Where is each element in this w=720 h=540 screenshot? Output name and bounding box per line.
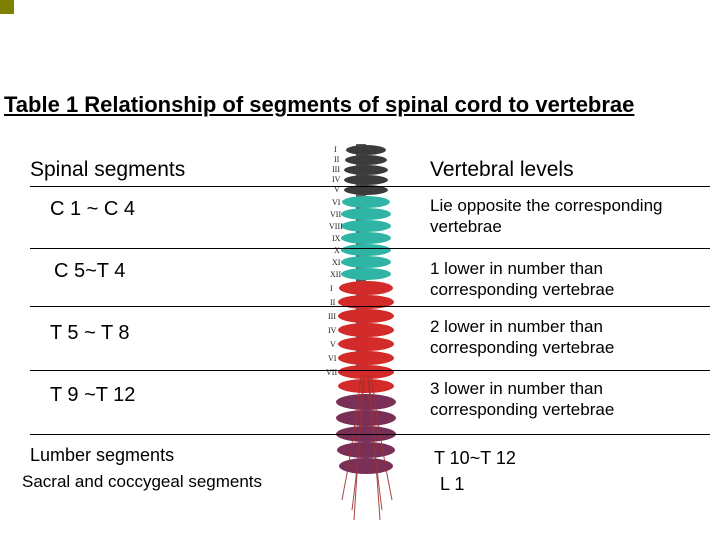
table-rule: [30, 370, 710, 371]
svg-text:III: III: [328, 312, 336, 321]
svg-text:III: III: [332, 165, 340, 174]
svg-text:VII: VII: [330, 210, 341, 219]
segment-c1-c4: C 1 ~ C 4: [50, 198, 310, 221]
footer-t10-t12: T 10~T 12: [434, 448, 516, 469]
svg-text:IX: IX: [332, 234, 341, 243]
corner-accent: [0, 0, 14, 14]
svg-text:II: II: [334, 155, 340, 164]
svg-text:XII: XII: [330, 270, 341, 279]
desc-c1-c4: Lie opposite the corresponding vertebrae: [430, 195, 715, 238]
table-rule: [30, 306, 710, 307]
spine-diagram: IIIIII IVVVI VIIVIIIIX XXIXII IIIIII IVV…: [294, 140, 424, 535]
svg-text:XI: XI: [332, 258, 341, 267]
table-rule: [30, 434, 710, 435]
svg-text:V: V: [330, 340, 336, 349]
table-rule: [30, 248, 710, 249]
svg-text:IV: IV: [328, 326, 337, 335]
table-rule: [30, 186, 710, 187]
svg-text:IV: IV: [332, 175, 341, 184]
footer-sacral: Sacral and coccygeal segments: [22, 472, 262, 492]
segment-t9-t12: T 9 ~T 12: [50, 384, 310, 407]
footer-lumbar: Lumber segments: [30, 445, 174, 466]
svg-text:I: I: [334, 145, 337, 154]
header-vertebral-levels: Vertebral levels: [430, 158, 715, 182]
header-spinal-segments: Spinal segments: [30, 158, 290, 182]
footer-l1: L 1: [440, 474, 464, 495]
desc-t5-t8: 2 lower in number than corresponding ver…: [430, 316, 715, 359]
svg-text:VI: VI: [328, 354, 337, 363]
table-title: Table 1 Relationship of segments of spin…: [4, 92, 634, 118]
desc-c5-t4: 1 lower in number than corresponding ver…: [430, 258, 715, 301]
segment-t5-t8: T 5 ~ T 8: [50, 322, 310, 345]
svg-text:I: I: [330, 284, 333, 293]
svg-text:VIII: VIII: [329, 222, 343, 231]
svg-text:VI: VI: [332, 198, 341, 207]
desc-t9-t12: 3 lower in number than corresponding ver…: [430, 378, 715, 421]
segment-c5-t4: C 5~T 4: [54, 260, 314, 283]
